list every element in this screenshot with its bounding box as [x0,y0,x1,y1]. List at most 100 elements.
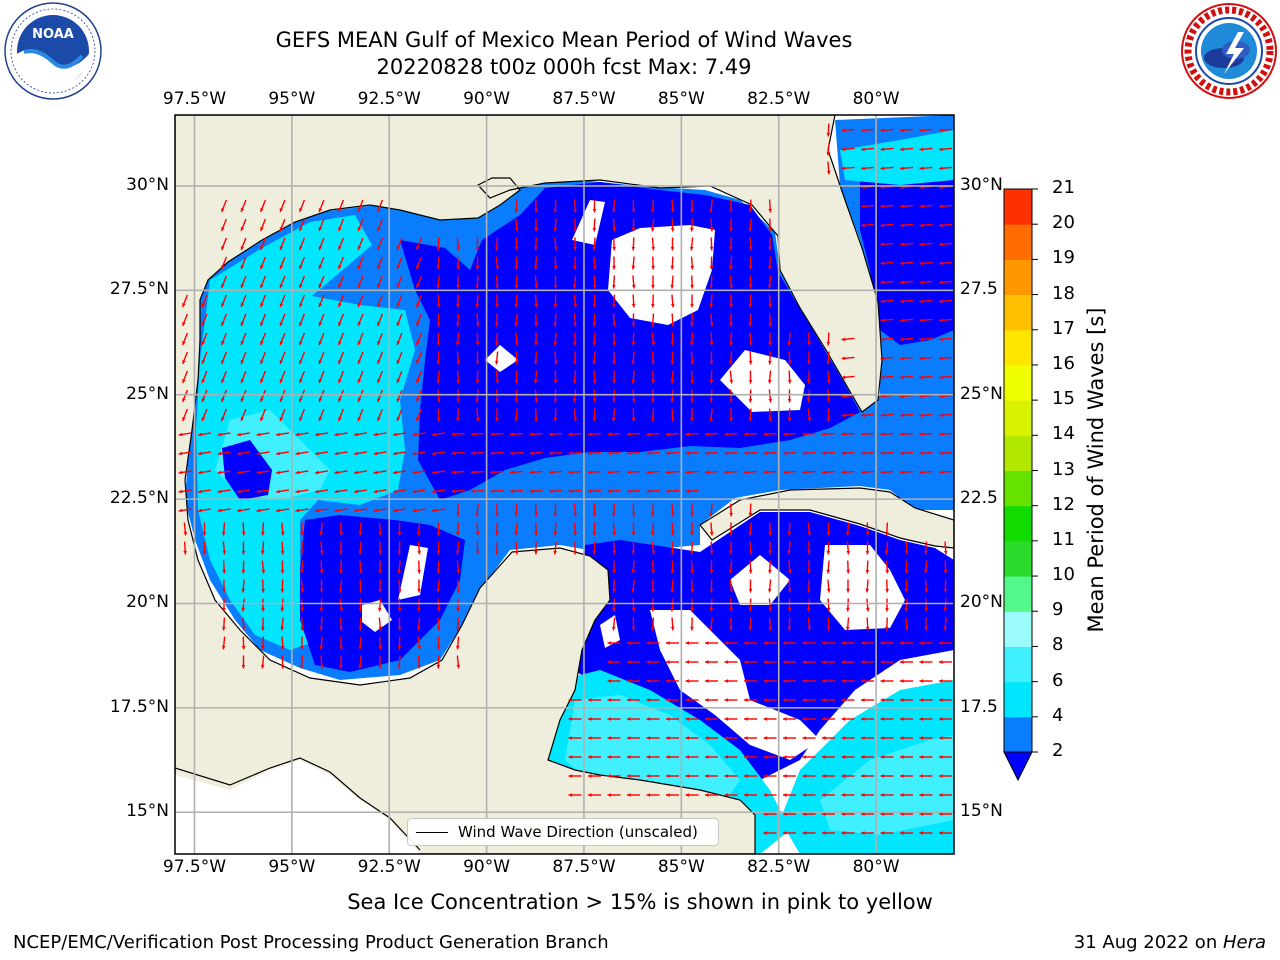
top-longitude-label: 95°W [268,89,316,109]
footer-branch: NCEP/EMC/Verification Post Processing Pr… [13,932,609,953]
wind-vector [846,598,850,612]
top-longitude-label: 85°W [657,89,705,109]
wind-vector [514,199,519,213]
wind-vector [938,147,953,152]
wind-vector [573,294,578,308]
wind-vector [865,579,870,593]
wind-vector [705,679,718,683]
footer-date-text: 31 Aug 2022 on [1073,932,1223,953]
wind-vector [548,451,563,455]
wind-vector [514,503,519,517]
wind-vector [378,617,383,631]
wind-vector [298,351,306,365]
wind-vector [534,389,539,403]
wind-vector [612,541,616,555]
wind-vector [573,313,577,327]
wind-vector [768,598,773,612]
wind-vector [300,636,304,650]
wind-vector [899,470,914,474]
wind-vector [899,413,914,418]
wind-vector [685,774,699,778]
wind-vector [748,370,753,384]
wind-vector [728,351,733,365]
wind-vector [279,294,286,308]
wind-vector [202,522,207,536]
wind-vector [860,451,875,455]
wind-vector [646,736,660,740]
wind-vector [900,812,913,816]
wind-vector [787,617,792,631]
wind-vector [318,218,325,232]
wind-vector [514,389,519,403]
wind-vector [651,503,655,517]
wind-vector [298,218,306,232]
wind-vector [475,313,480,327]
wind-vector [646,432,660,436]
wind-vector [865,598,870,612]
wind-vector [880,261,894,266]
wind-vector [802,470,816,474]
wind-vector [724,432,738,436]
wind-vector [724,660,738,664]
wind-vector [197,470,212,475]
wind-vector [318,370,325,384]
wind-vector [631,313,636,327]
wind-vector [353,432,368,437]
wind-vector [627,641,640,645]
wind-vector [240,370,247,384]
wind-vector [670,370,675,384]
wind-vector [768,313,772,327]
left-latitude-label: 20°N [126,592,169,613]
wind-vector [705,793,718,797]
wind-vector [279,389,286,403]
wind-vector [217,489,231,494]
wind-vector [490,432,504,436]
wind-vector [357,389,364,403]
wind-vector [690,256,695,270]
wind-vector [573,332,577,346]
wind-vector [841,831,855,835]
wind-vector [178,470,192,475]
wind-vector [587,470,602,474]
left-latitude-label: 22.5°N [109,488,169,509]
wind-vector [514,522,518,536]
wind-vector [826,123,831,137]
wind-vector [924,541,928,555]
wind-vector [509,470,524,474]
wind-vector [651,332,656,346]
wind-vector [841,147,855,152]
wind-vector [337,332,345,346]
wind-vector [319,579,324,593]
wind-vector [822,831,835,835]
wind-vector [240,275,247,289]
wind-vector [939,774,952,778]
wind-vector [670,617,675,631]
wind-vector [456,313,460,327]
wind-vector [744,641,757,645]
top-longitude-label: 80°W [852,89,900,109]
colorbar-tick-label: 11 [1052,528,1075,550]
wind-vector [416,522,421,536]
wind-vector [705,717,718,721]
wind-vector [318,256,325,270]
wind-vector [729,199,733,213]
wind-vector [768,617,772,631]
wind-vector [802,793,816,797]
wind-vector [787,522,792,536]
wind-vector [417,655,421,669]
wind-vector [607,736,621,740]
wind-vector [841,128,855,133]
wind-vector [588,717,601,721]
wind-vector [938,280,953,285]
wind-vector [373,470,387,475]
wind-vector [938,242,953,247]
wind-vector [631,408,636,422]
wind-vector [880,356,894,361]
wind-vector [763,641,777,645]
wind-vector [841,812,855,816]
wind-vector [373,489,387,494]
wind-vector [417,541,422,555]
wind-vector [456,617,460,631]
wind-vector [748,503,753,517]
wind-vector [651,351,655,365]
